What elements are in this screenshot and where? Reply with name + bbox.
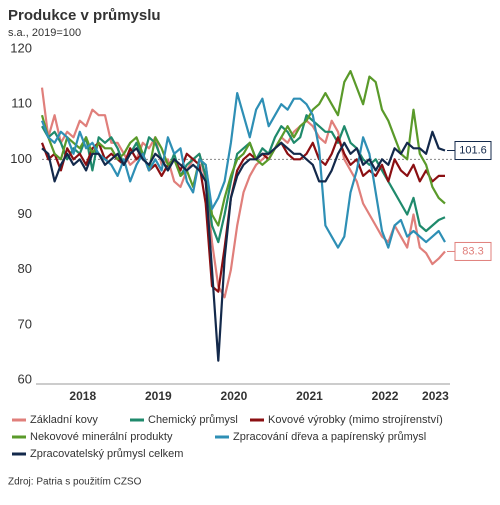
y-tick-label: 80 <box>18 261 32 276</box>
series-line <box>41 114 446 244</box>
y-tick-label: 100 <box>10 151 32 166</box>
y-tick-label: 70 <box>18 316 32 331</box>
y-tick-label: 110 <box>11 96 32 111</box>
end-label: 83.3 <box>462 245 483 257</box>
legend-label: Zpracování dřeva a papírenský průmysl <box>233 431 426 443</box>
legend-label: Nekovové minerální produkty <box>30 431 173 443</box>
x-tick-label: 2022 <box>372 389 399 403</box>
series-line <box>40 136 445 293</box>
end-label: 101.6 <box>459 144 487 156</box>
source-note: Zdroj: Patria s použitím CZSO <box>8 477 142 488</box>
legend-label: Kovové výrobky (mimo strojírenství) <box>268 414 443 426</box>
series-line <box>40 92 446 249</box>
series-line <box>40 87 446 299</box>
chart-subtitle: s.a., 2019=100 <box>8 27 81 39</box>
legend-label: Zpracovatelský průmysl celkem <box>30 448 183 460</box>
end-label-box <box>454 141 492 161</box>
series-line <box>40 70 446 227</box>
legend-label: Základní kovy <box>30 414 98 426</box>
x-tick-label: 2019 <box>145 389 172 403</box>
x-tick-label: 2021 <box>296 389 323 403</box>
x-tick-label: 2023 <box>422 389 449 403</box>
chart-title: Produkce v průmyslu <box>8 7 161 24</box>
legend-label: Chemický průmysl <box>148 414 238 426</box>
y-tick-label: 90 <box>18 206 32 221</box>
x-tick-label: 2018 <box>69 389 96 403</box>
y-tick-label: 60 <box>18 371 32 386</box>
series-line <box>41 130 446 362</box>
x-tick-label: 2020 <box>221 389 248 403</box>
y-tick-label: 120 <box>10 40 32 55</box>
end-label-box <box>454 241 492 261</box>
